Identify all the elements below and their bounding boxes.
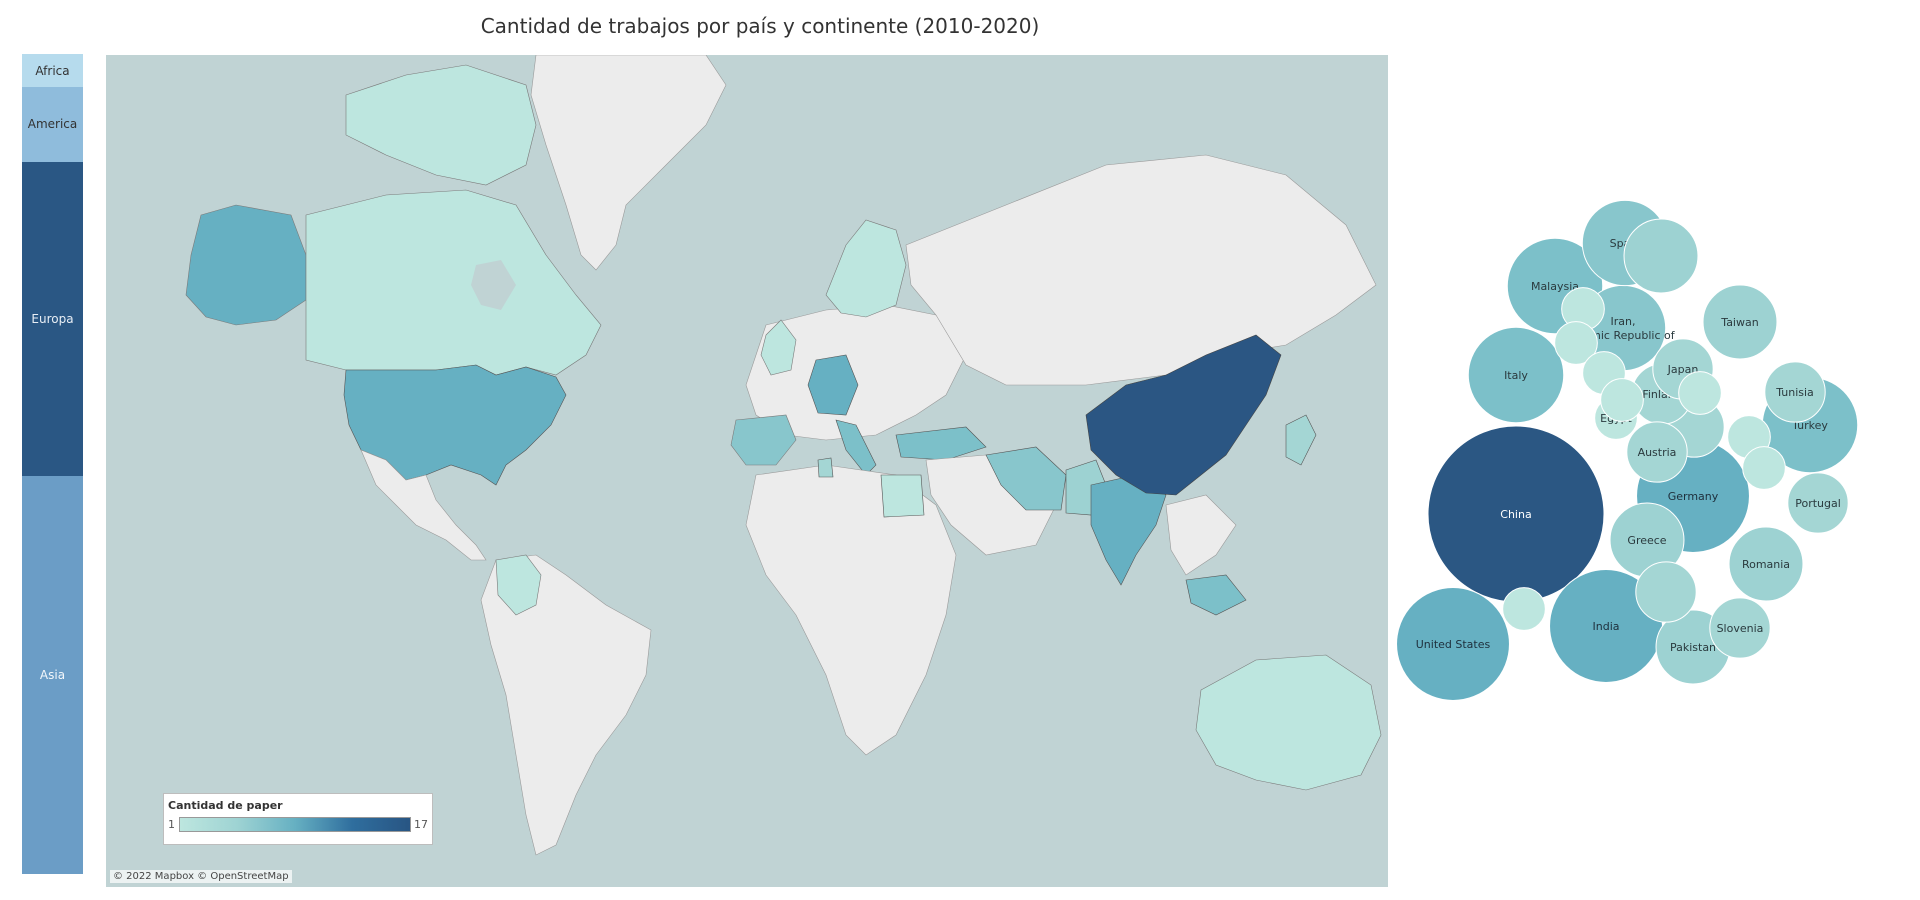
- bubble-unlabeled-24[interactable]: [1554, 321, 1598, 365]
- bubble-label: Pakistan: [1670, 641, 1716, 654]
- bubble-label: Germany: [1668, 490, 1719, 503]
- bubble-circle[interactable]: [1678, 371, 1722, 415]
- bubble-circle[interactable]: [1623, 218, 1699, 294]
- color-legend: Cantidad de paper 1 17: [163, 793, 433, 845]
- bubble-label: Turkey: [1791, 419, 1828, 432]
- bubble-label: Tunisia: [1775, 386, 1814, 399]
- bubble-unlabeled-15[interactable]: [1635, 561, 1697, 623]
- bubble-label: Portugal: [1795, 497, 1841, 510]
- bubble-circle[interactable]: [1467, 326, 1565, 424]
- russia[interactable]: [905, 154, 1377, 386]
- united-kingdom[interactable]: [760, 319, 797, 376]
- colombia[interactable]: [495, 554, 542, 616]
- bubble-circle[interactable]: [1396, 587, 1510, 701]
- bubble-greece[interactable]: Greece: [1609, 502, 1685, 578]
- world-map[interactable]: Cantidad de paper 1 17 © 2022 Mapbox © O…: [106, 55, 1388, 887]
- bubble-unlabeled-30[interactable]: [1502, 587, 1546, 631]
- greenland[interactable]: [530, 55, 727, 271]
- bubble-china[interactable]: China: [1427, 425, 1605, 603]
- iran[interactable]: [985, 446, 1067, 511]
- legend-color-ramp: [179, 817, 411, 832]
- bubble-label: Slovenia: [1717, 622, 1764, 635]
- map-canvas: [106, 55, 1388, 887]
- germany[interactable]: [807, 354, 859, 416]
- bubble-circle[interactable]: [1728, 526, 1804, 602]
- bubble-portugal[interactable]: Portugal: [1787, 472, 1849, 534]
- malaysia[interactable]: [1185, 574, 1247, 616]
- australia[interactable]: [1195, 654, 1382, 791]
- bubble-unlabeled-26[interactable]: [1600, 378, 1644, 422]
- canada[interactable]: [305, 189, 602, 376]
- legend-min: 1: [168, 818, 175, 831]
- legend-title: Cantidad de paper: [168, 799, 283, 812]
- turkey[interactable]: [895, 426, 987, 461]
- continent-segment-africa[interactable]: Africa: [22, 54, 83, 88]
- continent-label: America: [27, 117, 78, 132]
- bubble-romania[interactable]: Romania: [1728, 526, 1804, 602]
- bubble-india[interactable]: India: [1549, 569, 1663, 683]
- bubble-label: Taiwan: [1720, 316, 1758, 329]
- south-america[interactable]: [480, 554, 652, 856]
- bubble-unlabeled-13[interactable]: [1623, 218, 1699, 294]
- continent-segment-europa[interactable]: Europa: [22, 161, 83, 477]
- egypt[interactable]: [880, 474, 925, 518]
- bubble-circle[interactable]: [1764, 361, 1826, 423]
- bubble-circle[interactable]: [1787, 472, 1849, 534]
- bubble-taiwan[interactable]: Taiwan: [1702, 284, 1778, 360]
- bubble-united-states[interactable]: United States: [1396, 587, 1510, 701]
- scandinavia[interactable]: [825, 219, 907, 318]
- hudson-bay: [471, 260, 516, 310]
- bubble-unlabeled-29[interactable]: [1742, 446, 1786, 490]
- bubble-circle[interactable]: [1742, 446, 1786, 490]
- bubble-chart[interactable]: China India United States Germany Turkey Ital…: [1395, 180, 1915, 725]
- canada-islands[interactable]: [345, 64, 537, 186]
- bubble-unlabeled-27[interactable]: [1678, 371, 1722, 415]
- southeast-asia[interactable]: [1165, 494, 1237, 576]
- bubble-label: Iran, Islamic Republic of: [1571, 315, 1675, 342]
- continent-segment-america[interactable]: America: [22, 87, 83, 162]
- china[interactable]: [1085, 334, 1282, 496]
- bubble-label: India: [1593, 620, 1620, 633]
- bubble-label: Italy: [1504, 369, 1528, 382]
- bubble-label: Japan: [1667, 363, 1699, 376]
- europe[interactable]: [745, 304, 967, 441]
- bubble-circle[interactable]: [1709, 597, 1771, 659]
- iberia[interactable]: [730, 414, 797, 466]
- continent-segment-asia[interactable]: Asia: [22, 476, 83, 874]
- map-attribution[interactable]: © 2022 Mapbox © OpenStreetMap: [110, 870, 292, 883]
- bubble-label: Austria: [1638, 446, 1677, 459]
- bubble-austria[interactable]: Austria: [1626, 421, 1688, 483]
- bubble-circle[interactable]: [1626, 421, 1688, 483]
- alaska[interactable]: [185, 204, 307, 326]
- mexico[interactable]: [360, 449, 487, 561]
- bubble-circle[interactable]: [1502, 587, 1546, 631]
- legend-max: 17: [414, 818, 428, 831]
- japan[interactable]: [1285, 414, 1317, 466]
- bubble-label: China: [1500, 508, 1531, 521]
- continent-stacked-bar: Africa America Europa Asia: [22, 54, 83, 888]
- bubble-slovenia[interactable]: Slovenia: [1709, 597, 1771, 659]
- continent-label: Africa: [35, 63, 70, 78]
- bubble-circle[interactable]: [1600, 378, 1644, 422]
- continent-label: Europa: [31, 311, 74, 326]
- continent-label: Asia: [39, 667, 66, 682]
- bubble-label: Romania: [1742, 558, 1790, 571]
- bubble-label: Greece: [1627, 534, 1666, 547]
- bubble-label: United States: [1416, 638, 1491, 651]
- bubble-label: Malaysia: [1531, 280, 1579, 293]
- bubble-circle[interactable]: [1702, 284, 1778, 360]
- bubble-circle[interactable]: [1554, 321, 1598, 365]
- italy[interactable]: [835, 419, 877, 476]
- tunisia[interactable]: [817, 457, 834, 478]
- bubble-circle[interactable]: [1635, 561, 1697, 623]
- bubble-tunisia[interactable]: Tunisia: [1764, 361, 1826, 423]
- chart-title: Cantidad de trabajos por país y continen…: [480, 14, 1040, 38]
- bubble-italy[interactable]: Italy: [1467, 326, 1565, 424]
